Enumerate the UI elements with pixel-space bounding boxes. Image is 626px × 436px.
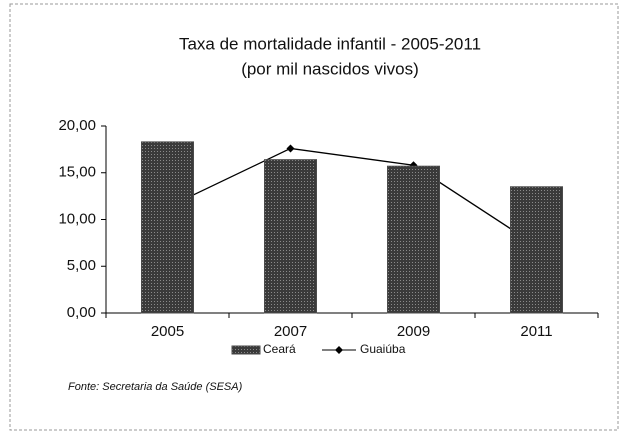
bar [387, 165, 440, 314]
y-tick-label: 20,00 [58, 117, 96, 134]
legend-label: Guaiúba [360, 342, 406, 356]
y-tick-label: 0,00 [67, 304, 96, 321]
bar [510, 186, 563, 314]
bar [141, 141, 194, 314]
x-tick-label: 2007 [274, 323, 307, 340]
legend-marker [335, 346, 343, 354]
source: Fonte: Secretaria da Saúde (SESA) [68, 381, 243, 393]
legend-label: Ceará [263, 342, 296, 356]
frame [9, 3, 619, 431]
chart-subtitle: (por mil nascidos vivos) [241, 59, 419, 78]
x-tick-label: 2009 [397, 323, 430, 340]
x-tick-label: 2005 [151, 323, 184, 340]
y-tick-label: 10,00 [58, 210, 96, 227]
y-tick-label: 15,00 [58, 164, 96, 181]
chart-title: Taxa de mortalidade infantil - 2005-2011 [179, 34, 481, 53]
bar [264, 159, 317, 314]
marker [286, 144, 295, 153]
x-tick-label: 2011 [520, 323, 552, 340]
legend-swatch [231, 345, 261, 355]
line [167, 147, 537, 247]
y-tick-label: 5,00 [67, 257, 96, 274]
